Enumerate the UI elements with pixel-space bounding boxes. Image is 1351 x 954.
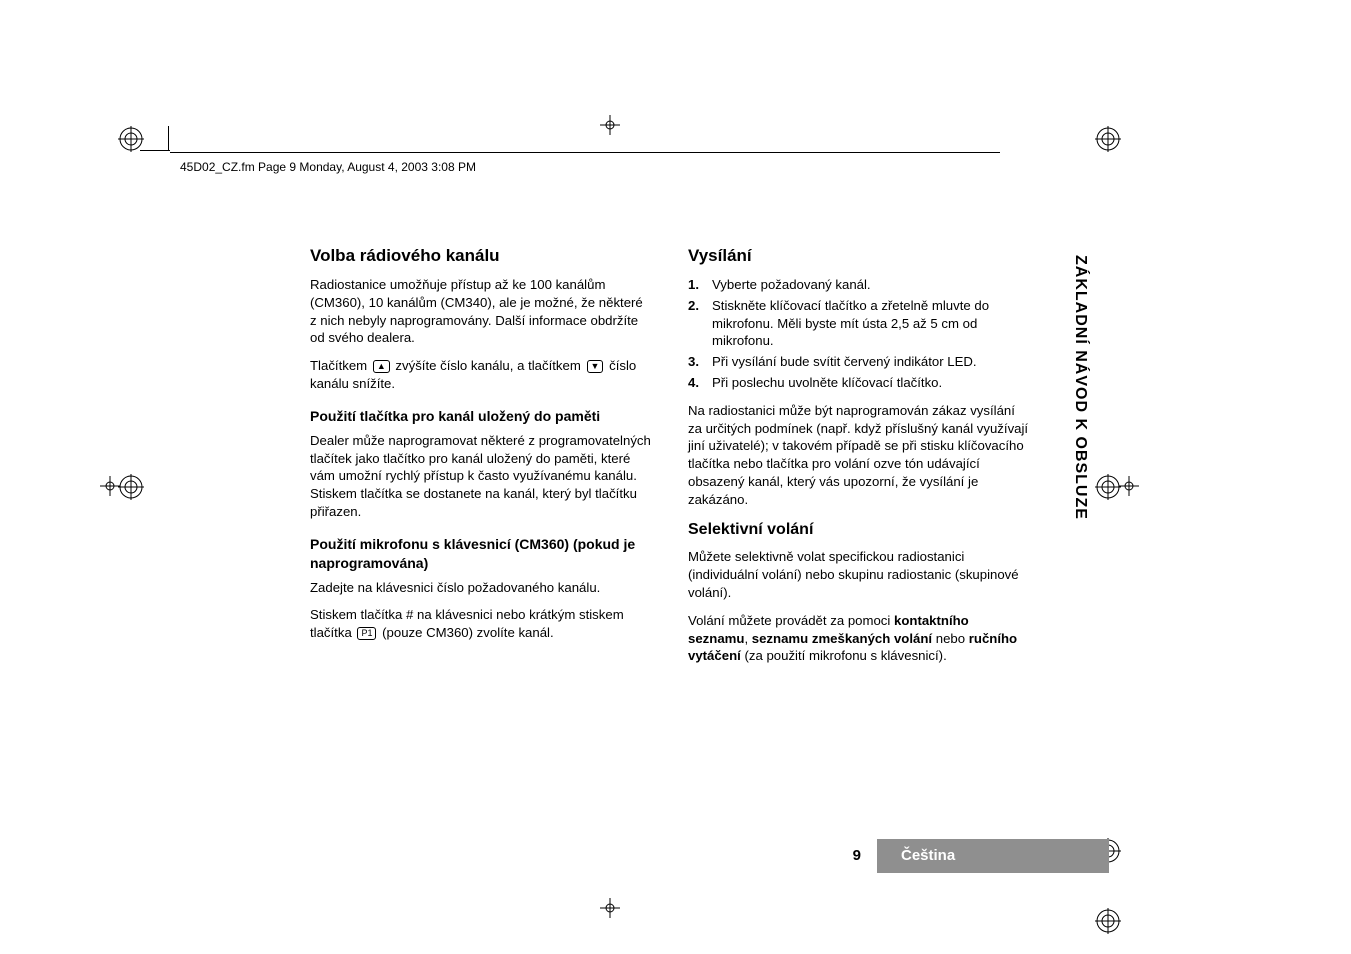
content-area: Volba rádiového kanálu Radiostanice umož… [310, 245, 1030, 675]
header-rule [170, 152, 1000, 153]
list-text: Při vysílání bude svítit červený indikát… [712, 353, 1030, 371]
bold-text: seznamu zmeškaných volání [752, 631, 932, 646]
registration-mark-icon [1095, 474, 1121, 500]
section-tab-label: ZÁKLADNÍ NÁVOD K OBSLUZE [1071, 255, 1089, 520]
registration-mark-icon [118, 126, 144, 152]
text: Tlačítkem [310, 358, 371, 373]
heading-channel-select: Volba rádiového kanálu [310, 245, 652, 268]
text: nebo [932, 631, 969, 646]
page-number: 9 [310, 839, 877, 873]
paragraph: Dealer může naprogramovat některé z prog… [310, 432, 652, 521]
paragraph: Na radiostanici může být naprogramován z… [688, 402, 1030, 509]
header-meta: 45D02_CZ.fm Page 9 Monday, August 4, 200… [180, 160, 476, 174]
language-label: Čeština [877, 839, 1097, 873]
list-number: 4. [688, 374, 712, 392]
list-item: 2.Stiskněte klíčovací tlačítko a zřeteln… [688, 297, 1030, 350]
crosshair-icon [600, 115, 620, 135]
paragraph: Volání můžete provádět za pomoci kontakt… [688, 612, 1030, 665]
up-button-icon: ▲ [373, 360, 390, 373]
list-item: 3.Při vysílání bude svítit červený indik… [688, 353, 1030, 371]
crop-line [140, 150, 170, 151]
heading-transmit: Vysílání [688, 245, 1030, 268]
transmit-steps: 1.Vyberte požadovaný kanál. 2.Stiskněte … [688, 276, 1030, 392]
heading-keypad-mic: Použití mikrofonu s klávesnicí (CM360) (… [310, 535, 652, 573]
list-number: 1. [688, 276, 712, 294]
text: (pouze CM360) zvolíte kanál. [378, 625, 553, 640]
section-tab: ZÁKLADNÍ NÁVOD K OBSLUZE [1067, 255, 1093, 525]
p1-button-icon: P1 [357, 627, 376, 640]
list-item: 1.Vyberte požadovaný kanál. [688, 276, 1030, 294]
paragraph: Tlačítkem ▲ zvýšíte číslo kanálu, a tlač… [310, 357, 652, 393]
paragraph: Můžete selektivně volat specifickou radi… [688, 548, 1030, 601]
registration-mark-icon [118, 474, 144, 500]
list-item: 4.Při poslechu uvolněte klíčovací tlačít… [688, 374, 1030, 392]
list-number: 3. [688, 353, 712, 371]
right-column: Vysílání 1.Vyberte požadovaný kanál. 2.S… [688, 245, 1030, 675]
page: 45D02_CZ.fm Page 9 Monday, August 4, 200… [0, 0, 1351, 954]
list-number: 2. [688, 297, 712, 350]
registration-mark-icon [1095, 908, 1121, 934]
heading-selective-call: Selektivní volání [688, 519, 1030, 541]
list-text: Stiskněte klíčovací tlačítko a zřetelně … [712, 297, 1030, 350]
text: zvýšíte číslo kanálu, a tlačítkem [392, 358, 585, 373]
list-text: Při poslechu uvolněte klíčovací tlačítko… [712, 374, 1030, 392]
text: Volání můžete provádět za pomoci [688, 613, 894, 628]
text: (za použití mikrofonu s klávesnicí). [741, 648, 947, 663]
paragraph: Zadejte na klávesnici číslo požadovaného… [310, 579, 652, 597]
paragraph: Stiskem tlačítka # na klávesnici nebo kr… [310, 606, 652, 642]
text: , [744, 631, 751, 646]
heading-memory-channel: Použití tlačítka pro kanál uložený do pa… [310, 407, 652, 426]
crosshair-icon [1119, 476, 1139, 496]
paragraph: Radiostanice umožňuje přístup až ke 100 … [310, 276, 652, 347]
registration-mark-icon [1095, 126, 1121, 152]
crosshair-icon [100, 476, 120, 496]
crop-line [168, 126, 169, 150]
left-column: Volba rádiového kanálu Radiostanice umož… [310, 245, 652, 675]
list-text: Vyberte požadovaný kanál. [712, 276, 1030, 294]
page-footer: 9 Čeština [310, 839, 1097, 873]
crosshair-icon [600, 898, 620, 918]
down-button-icon: ▼ [587, 360, 604, 373]
